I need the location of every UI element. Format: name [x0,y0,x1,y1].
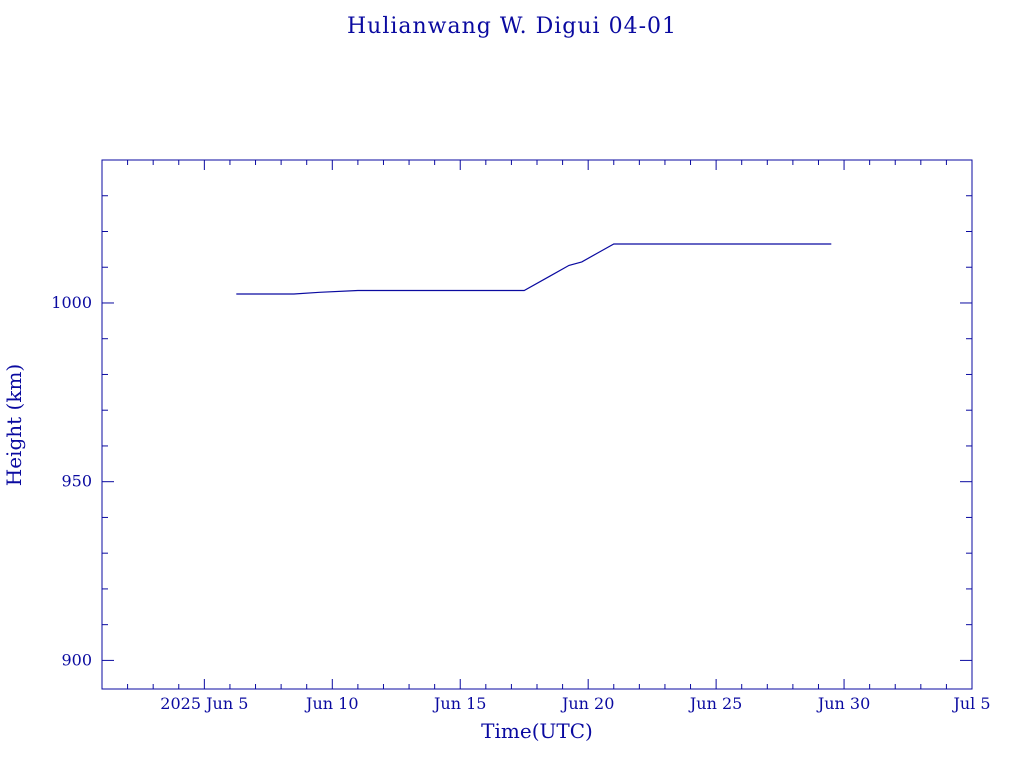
axis-ticks [101,159,973,689]
x-tick-label: Jun 10 [304,694,358,713]
chart-title: Hulianwang W. Digui 04-01 [346,14,678,39]
plot-frame [101,159,973,690]
y-tick-label: 900 [61,650,92,669]
y-tick-label: 1000 [51,293,92,312]
x-tick-label: 2025 Jun 5 [160,694,248,713]
x-axis-label: Time(UTC) [481,719,593,743]
x-tick-label: Jun 15 [432,694,486,713]
x-tick-label: Jun 25 [688,694,742,713]
x-tick-label: Jul 5 [951,694,990,713]
y-tick-label: 950 [61,472,92,491]
x-tick-label: Jun 30 [816,694,870,713]
tick-labels: 2025 Jun 5 Jun 10 Jun 15 Jun 20 Jun 25 Jun 30… [51,293,990,713]
y-axis-label: Height (km) [2,364,26,486]
x-tick-label: Jun 20 [560,694,614,713]
series-line-height [236,243,832,295]
